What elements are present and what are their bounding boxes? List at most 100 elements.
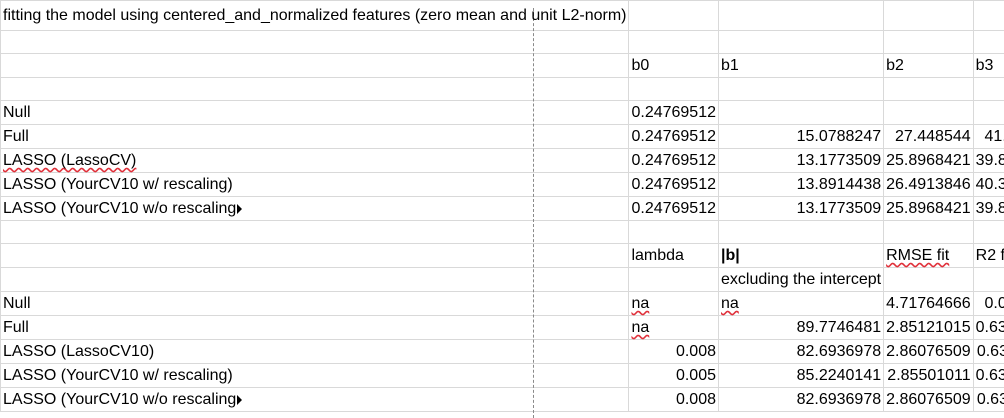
coef-cell[interactable]: 39.8252455 — [972, 196, 1004, 221]
metric-cell[interactable]: 2.85501011 — [883, 363, 974, 388]
metric-row-yourcv-rescale: LASSO (YourCV10 w/ rescaling) 0.005 85.2… — [0, 363, 1004, 388]
metric-cell[interactable]: 0.005 — [628, 363, 719, 388]
row-label-text: LASSO (LassoCV) — [3, 152, 137, 169]
row-label[interactable]: LASSO (YourCV10 w/o rescaling — [0, 196, 630, 221]
cell[interactable] — [972, 267, 1004, 292]
metric-cell[interactable]: 0.63228311 — [972, 387, 1004, 412]
cell[interactable] — [0, 53, 630, 78]
row-label[interactable]: LASSO (YourCV10 w/ rescaling) — [0, 363, 630, 388]
metric-cell[interactable]: 0.63228311 — [972, 339, 1004, 364]
coef-cell[interactable]: 0.24769512 — [628, 100, 719, 125]
metric-header-rmse-fit[interactable]: RMSE fit — [883, 243, 974, 268]
metric-cell-text: na — [631, 319, 650, 336]
coef-cell[interactable] — [972, 100, 1004, 125]
metric-cell[interactable]: 0.63473536 — [972, 315, 1004, 340]
cell[interactable] — [0, 267, 630, 292]
metric-cell[interactable]: 2.86076509 — [883, 387, 974, 412]
coef-cell[interactable]: 0.24769512 — [628, 148, 719, 173]
cell[interactable] — [717, 30, 885, 54]
coef-header-b2[interactable]: b2 — [883, 53, 974, 78]
coef-cell[interactable]: 0.24769512 — [628, 124, 719, 149]
coef-cell[interactable]: 26.4913846 — [883, 172, 974, 197]
metric-note-row: excluding the intercept — [0, 267, 1004, 292]
cell[interactable] — [972, 77, 1004, 101]
metric-cell[interactable]: 82.6936978 — [717, 387, 885, 412]
cell[interactable] — [972, 220, 1004, 244]
row-label[interactable]: Null — [0, 291, 630, 316]
metric-header-norm[interactable]: |b| — [717, 243, 885, 268]
cell[interactable] — [628, 267, 719, 292]
cell[interactable] — [0, 77, 630, 101]
blank-row — [0, 30, 1004, 54]
coef-cell[interactable]: 40.3555067 — [972, 172, 1004, 197]
cell[interactable] — [717, 220, 885, 244]
row-label-text: LASSO (YourCV10 w/o rescaling — [3, 200, 237, 217]
coef-cell[interactable]: 0.24769512 — [628, 196, 719, 221]
metric-cell[interactable]: 4.71764666 — [883, 291, 974, 316]
metric-cell[interactable]: 2.85121015 — [883, 315, 974, 340]
metric-header-rmse-fit-text: RMSE fit — [886, 247, 950, 264]
metric-cell[interactable]: 82.6936978 — [717, 339, 885, 364]
page-break-line — [533, 8, 534, 418]
coef-header-b0[interactable]: b0 — [628, 53, 719, 78]
coef-cell[interactable]: 41.239523 — [972, 124, 1004, 149]
coef-cell[interactable]: 27.448544 — [883, 124, 974, 149]
cell[interactable] — [628, 77, 719, 101]
cell[interactable] — [717, 77, 885, 101]
row-label[interactable]: Full — [0, 315, 630, 340]
coef-row-yourcv-rescale: LASSO (YourCV10 w/ rescaling) 0.24769512… — [0, 172, 1004, 197]
metric-cell[interactable]: 0.63376109 — [972, 363, 1004, 388]
metric-cell[interactable]: 89.7746481 — [717, 315, 885, 340]
overflow-arrow-icon — [237, 203, 243, 214]
row-label[interactable]: Null — [0, 100, 630, 125]
cell[interactable] — [883, 267, 974, 292]
coef-cell[interactable] — [883, 100, 974, 125]
cell[interactable] — [0, 220, 630, 244]
metric-cell[interactable]: 0.008 — [628, 339, 719, 364]
cell[interactable] — [883, 77, 974, 101]
coef-header-b1[interactable]: b1 — [717, 53, 885, 78]
metric-header-lambda[interactable]: lambda — [628, 243, 719, 268]
coef-cell[interactable]: 13.8914438 — [717, 172, 885, 197]
row-label[interactable]: LASSO (LassoCV) — [0, 148, 630, 173]
cell[interactable] — [628, 30, 719, 54]
coef-cell[interactable]: 25.8968421 — [883, 148, 974, 173]
cell[interactable] — [883, 30, 974, 54]
cell[interactable] — [628, 0, 719, 31]
metric-cell[interactable]: na — [628, 291, 719, 316]
metric-cell[interactable]: 85.2240141 — [717, 363, 885, 388]
cell[interactable] — [0, 30, 630, 54]
metric-cell[interactable]: 0.008 — [628, 387, 719, 412]
row-label[interactable]: LASSO (YourCV10 w/o rescaling — [0, 387, 630, 412]
cell[interactable] — [883, 220, 974, 244]
cell[interactable] — [0, 243, 630, 268]
coef-header-b3[interactable]: b3 — [972, 53, 1004, 78]
coef-row-full: Full 0.24769512 15.0788247 27.448544 41.… — [0, 124, 1004, 149]
metric-cell[interactable]: 0.0000000 — [972, 291, 1004, 316]
title-cell[interactable]: fitting the model using centered_and_nor… — [0, 0, 630, 31]
row-label[interactable]: Full — [0, 124, 630, 149]
cell[interactable] — [883, 0, 974, 31]
metric-header-r2-fit[interactable]: R2 fit — [972, 243, 1004, 268]
coef-cell[interactable]: 39.8252455 — [972, 148, 1004, 173]
metric-row-yourcv-norescale: LASSO (YourCV10 w/o rescaling 0.008 82.6… — [0, 387, 1004, 412]
metric-cell[interactable]: na — [628, 315, 719, 340]
title-row: fitting the model using centered_and_nor… — [0, 0, 1004, 31]
row-label[interactable]: LASSO (LassoCV10) — [0, 339, 630, 364]
coef-cell[interactable]: 25.8968421 — [883, 196, 974, 221]
cell[interactable] — [972, 30, 1004, 54]
coef-cell[interactable]: 15.0788247 — [717, 124, 885, 149]
coef-cell[interactable]: 0.24769512 — [628, 172, 719, 197]
metric-row-full: Full na 89.7746481 2.85121015 0.63473536… — [0, 315, 1004, 340]
coef-cell[interactable] — [717, 100, 885, 125]
cell[interactable] — [628, 220, 719, 244]
metric-note-cell[interactable]: excluding the intercept — [717, 267, 885, 292]
metric-cell[interactable]: 2.86076509 — [883, 339, 974, 364]
row-label-text: LASSO (YourCV10 w/o rescaling — [3, 391, 237, 408]
coef-cell[interactable]: 13.1773509 — [717, 148, 885, 173]
metric-cell[interactable]: na — [717, 291, 885, 316]
cell[interactable] — [972, 0, 1004, 31]
coef-cell[interactable]: 13.1773509 — [717, 196, 885, 221]
cell[interactable] — [717, 0, 885, 31]
row-label[interactable]: LASSO (YourCV10 w/ rescaling) — [0, 172, 630, 197]
